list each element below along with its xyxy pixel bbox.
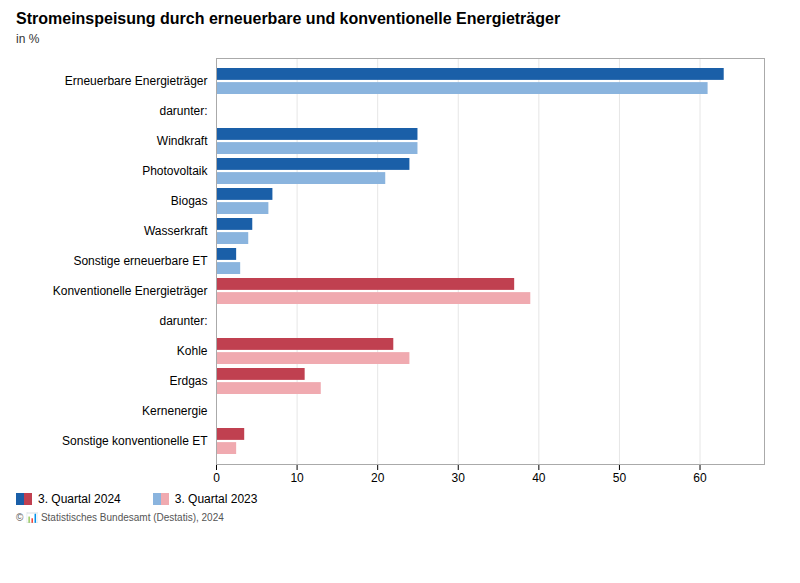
svg-text:20: 20 [371,471,385,485]
svg-text:Windkraft: Windkraft [157,134,208,148]
svg-text:Kernenergie: Kernenergie [142,404,208,418]
svg-text:darunter:: darunter: [159,104,207,118]
svg-text:Erdgas: Erdgas [169,374,207,388]
svg-text:Sonstige konventionelle ET: Sonstige konventionelle ET [62,434,208,448]
svg-text:Sonstige erneuerbare ET: Sonstige erneuerbare ET [73,254,208,268]
html-text:3. Quartal 2024: 3. Quartal 2024 [38,492,121,506]
html-text:© 📊 Statistisches Bundesamt (D: © 📊 Statistisches Bundesamt (Destatis), … [16,512,224,523]
svg-text:50: 50 [613,471,627,485]
svg-text:Konventionelle Energieträger: Konventionelle Energieträger [53,284,208,298]
svg-text:0: 0 [213,471,220,485]
svg-text:Kohle: Kohle [177,344,208,358]
svg-text:Wasserkraft: Wasserkraft [144,224,208,238]
svg-text:30: 30 [452,471,466,485]
svg-text:Biogas: Biogas [171,194,208,208]
html-text:Stromeinspeisung durch erneuer: Stromeinspeisung durch erneuerbare und k… [16,10,561,27]
svg-text:Erneuerbare Energieträger: Erneuerbare Energieträger [65,74,208,88]
svg-text:10: 10 [290,471,304,485]
svg-text:darunter:: darunter: [159,314,207,328]
svg-text:60: 60 [693,471,707,485]
svg-text:Photovoltaik: Photovoltaik [142,164,208,178]
html-text:in %: in % [16,32,40,46]
html-text:3. Quartal 2023: 3. Quartal 2023 [174,492,258,506]
svg-text:40: 40 [532,471,546,485]
